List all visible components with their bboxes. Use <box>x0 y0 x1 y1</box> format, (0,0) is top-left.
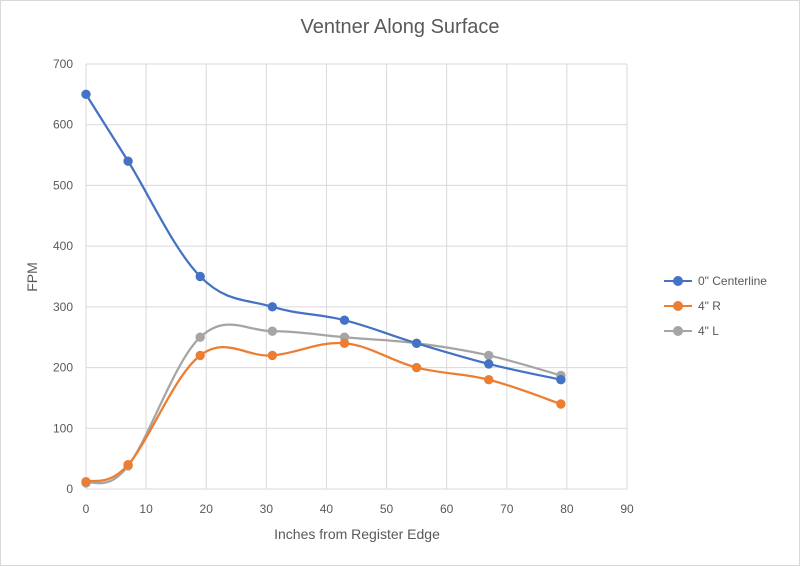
series-line <box>85 323 562 485</box>
x-tick-label: 30 <box>260 502 274 516</box>
legend-label: 4" R <box>698 298 721 313</box>
data-point <box>195 271 205 282</box>
x-tick-label: 90 <box>620 502 634 516</box>
legend-dot <box>673 275 683 286</box>
x-axis-label: Inches from Register Edge <box>274 526 440 542</box>
data-point <box>484 359 494 369</box>
y-tick-label: 300 <box>53 300 73 314</box>
x-tick-label: 70 <box>500 502 514 516</box>
data-point <box>339 338 350 348</box>
series-group <box>81 89 566 385</box>
data-point <box>267 302 278 312</box>
data-point <box>81 477 91 487</box>
data-point <box>195 350 205 361</box>
y-tick-label: 600 <box>53 118 73 132</box>
series-layer <box>81 89 566 488</box>
legend-swatch <box>664 325 692 337</box>
data-point <box>123 156 133 166</box>
data-point <box>339 315 350 325</box>
data-point <box>484 375 494 385</box>
legend-dot <box>673 325 683 336</box>
data-point <box>411 338 422 348</box>
series-group <box>81 338 566 487</box>
data-point <box>81 89 91 100</box>
chart-title: Ventner Along Surface <box>300 16 500 38</box>
data-point <box>195 332 205 342</box>
tick-labels: 0 100 200 300 400 500 600 700 0 10 20 30 40 50 60 70 80 9… <box>53 57 634 516</box>
data-point <box>267 326 278 336</box>
data-point <box>556 375 566 385</box>
x-tick-label: 10 <box>139 502 153 516</box>
x-tick-label: 40 <box>320 502 334 516</box>
y-tick-label: 0 <box>66 482 73 496</box>
data-point <box>556 399 566 409</box>
y-axis-label: FPM <box>24 262 40 292</box>
x-tick-label: 50 <box>380 502 394 516</box>
series-line <box>85 341 562 483</box>
x-tick-label: 20 <box>200 502 214 516</box>
data-point <box>484 350 494 361</box>
legend-label: 0" Centerline <box>698 273 767 288</box>
x-tick-label: 0 <box>83 502 90 516</box>
legend-swatch <box>664 300 692 312</box>
gridlines <box>85 63 628 490</box>
series-group <box>81 323 566 488</box>
legend-item: 0" Centerline <box>664 268 767 293</box>
y-tick-label: 400 <box>53 239 73 253</box>
data-point <box>267 350 278 361</box>
legend-label: 4" L <box>698 323 719 338</box>
legend: 0" Centerline 4" R 4" L <box>664 268 767 343</box>
legend-swatch <box>664 275 692 287</box>
data-point <box>411 362 422 373</box>
legend-item: 4" R <box>664 293 767 318</box>
legend-item: 4" L <box>664 318 767 343</box>
x-tick-label: 60 <box>440 502 454 516</box>
y-tick-label: 200 <box>53 361 73 375</box>
y-tick-label: 500 <box>53 178 73 192</box>
legend-dot <box>673 300 683 311</box>
y-tick-label: 100 <box>53 421 73 435</box>
x-tick-label: 80 <box>560 502 574 516</box>
data-point <box>123 460 133 470</box>
series-line <box>85 93 562 381</box>
y-tick-label: 700 <box>53 57 73 71</box>
